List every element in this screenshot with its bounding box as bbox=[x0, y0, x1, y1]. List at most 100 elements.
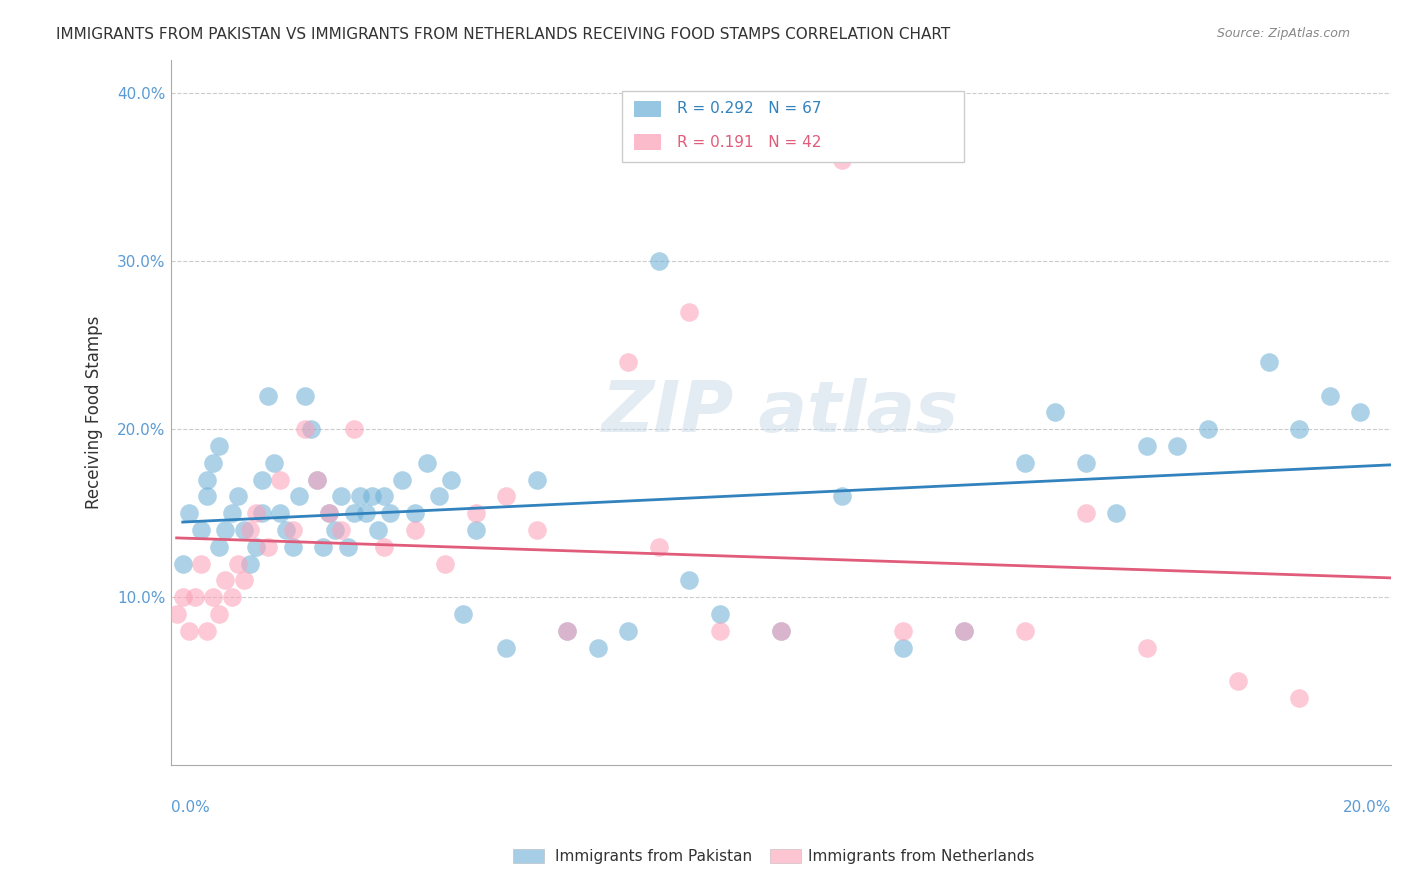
Point bbox=[709, 607, 731, 621]
Point bbox=[495, 640, 517, 655]
Point bbox=[287, 490, 309, 504]
Text: Immigrants from Pakistan: Immigrants from Pakistan bbox=[555, 849, 752, 863]
Point bbox=[1288, 691, 1310, 706]
Point bbox=[1105, 506, 1128, 520]
Point bbox=[269, 506, 291, 520]
Point bbox=[226, 490, 249, 504]
Point bbox=[245, 540, 267, 554]
Point bbox=[195, 624, 218, 638]
Point bbox=[678, 574, 700, 588]
Point bbox=[495, 490, 517, 504]
Point bbox=[190, 523, 212, 537]
Point bbox=[373, 540, 395, 554]
Text: 20.0%: 20.0% bbox=[1343, 800, 1391, 815]
Text: R = 0.292   N = 67: R = 0.292 N = 67 bbox=[678, 102, 821, 117]
Point bbox=[172, 557, 194, 571]
Point bbox=[555, 624, 578, 638]
Point bbox=[190, 557, 212, 571]
Point bbox=[831, 490, 853, 504]
Point bbox=[276, 523, 298, 537]
Point bbox=[440, 473, 463, 487]
Point bbox=[648, 540, 671, 554]
Point bbox=[250, 473, 273, 487]
Point bbox=[177, 506, 200, 520]
Point bbox=[318, 506, 340, 520]
Point bbox=[354, 506, 377, 520]
Point bbox=[434, 557, 457, 571]
Text: ZIP atlas: ZIP atlas bbox=[602, 378, 959, 447]
Point bbox=[232, 523, 254, 537]
Point bbox=[166, 607, 188, 621]
Point bbox=[453, 607, 475, 621]
Point bbox=[427, 490, 450, 504]
Text: R = 0.191   N = 42: R = 0.191 N = 42 bbox=[678, 135, 821, 150]
Point bbox=[617, 355, 640, 369]
Point bbox=[769, 624, 792, 638]
Point bbox=[214, 574, 236, 588]
Point bbox=[318, 506, 340, 520]
Point bbox=[263, 456, 285, 470]
Point bbox=[305, 473, 328, 487]
Point bbox=[648, 254, 671, 268]
Point bbox=[305, 473, 328, 487]
Point bbox=[195, 473, 218, 487]
Point bbox=[1014, 456, 1036, 470]
Point bbox=[281, 540, 304, 554]
Point bbox=[299, 422, 322, 436]
Point bbox=[891, 624, 914, 638]
Point bbox=[349, 490, 371, 504]
Point bbox=[294, 422, 316, 436]
Point bbox=[1258, 355, 1281, 369]
Point bbox=[281, 523, 304, 537]
Point bbox=[208, 439, 231, 453]
Point bbox=[831, 153, 853, 168]
Point bbox=[769, 624, 792, 638]
Point bbox=[1166, 439, 1188, 453]
Point bbox=[257, 540, 280, 554]
Point bbox=[464, 523, 486, 537]
Y-axis label: Receiving Food Stamps: Receiving Food Stamps bbox=[86, 316, 103, 509]
Point bbox=[221, 506, 243, 520]
Point bbox=[330, 523, 353, 537]
Point bbox=[294, 389, 316, 403]
Point bbox=[1045, 405, 1067, 419]
Point bbox=[586, 640, 609, 655]
Point bbox=[953, 624, 976, 638]
Point bbox=[1074, 506, 1097, 520]
Point bbox=[172, 591, 194, 605]
Point bbox=[221, 591, 243, 605]
Point bbox=[1014, 624, 1036, 638]
Point bbox=[953, 624, 976, 638]
Point bbox=[404, 506, 426, 520]
Point bbox=[526, 473, 548, 487]
Point bbox=[1136, 640, 1159, 655]
Point bbox=[269, 473, 291, 487]
Point bbox=[257, 389, 280, 403]
Point bbox=[1288, 422, 1310, 436]
Point bbox=[1074, 456, 1097, 470]
Point bbox=[343, 506, 366, 520]
Point bbox=[555, 624, 578, 638]
Point bbox=[208, 607, 231, 621]
Point bbox=[1197, 422, 1219, 436]
Bar bbox=[634, 135, 661, 150]
Point bbox=[208, 540, 231, 554]
Point bbox=[464, 506, 486, 520]
Point bbox=[226, 557, 249, 571]
Text: Source: ZipAtlas.com: Source: ZipAtlas.com bbox=[1216, 27, 1350, 40]
Point bbox=[404, 523, 426, 537]
Point bbox=[312, 540, 335, 554]
Point bbox=[232, 574, 254, 588]
Point bbox=[373, 490, 395, 504]
Point bbox=[391, 473, 413, 487]
Point bbox=[202, 456, 225, 470]
Point bbox=[330, 490, 353, 504]
Point bbox=[416, 456, 439, 470]
Point bbox=[361, 490, 384, 504]
Text: Immigrants from Netherlands: Immigrants from Netherlands bbox=[808, 849, 1035, 863]
Text: 0.0%: 0.0% bbox=[170, 800, 209, 815]
Text: IMMIGRANTS FROM PAKISTAN VS IMMIGRANTS FROM NETHERLANDS RECEIVING FOOD STAMPS CO: IMMIGRANTS FROM PAKISTAN VS IMMIGRANTS F… bbox=[56, 27, 950, 42]
Bar bbox=[634, 101, 661, 117]
Point bbox=[177, 624, 200, 638]
Point bbox=[891, 640, 914, 655]
